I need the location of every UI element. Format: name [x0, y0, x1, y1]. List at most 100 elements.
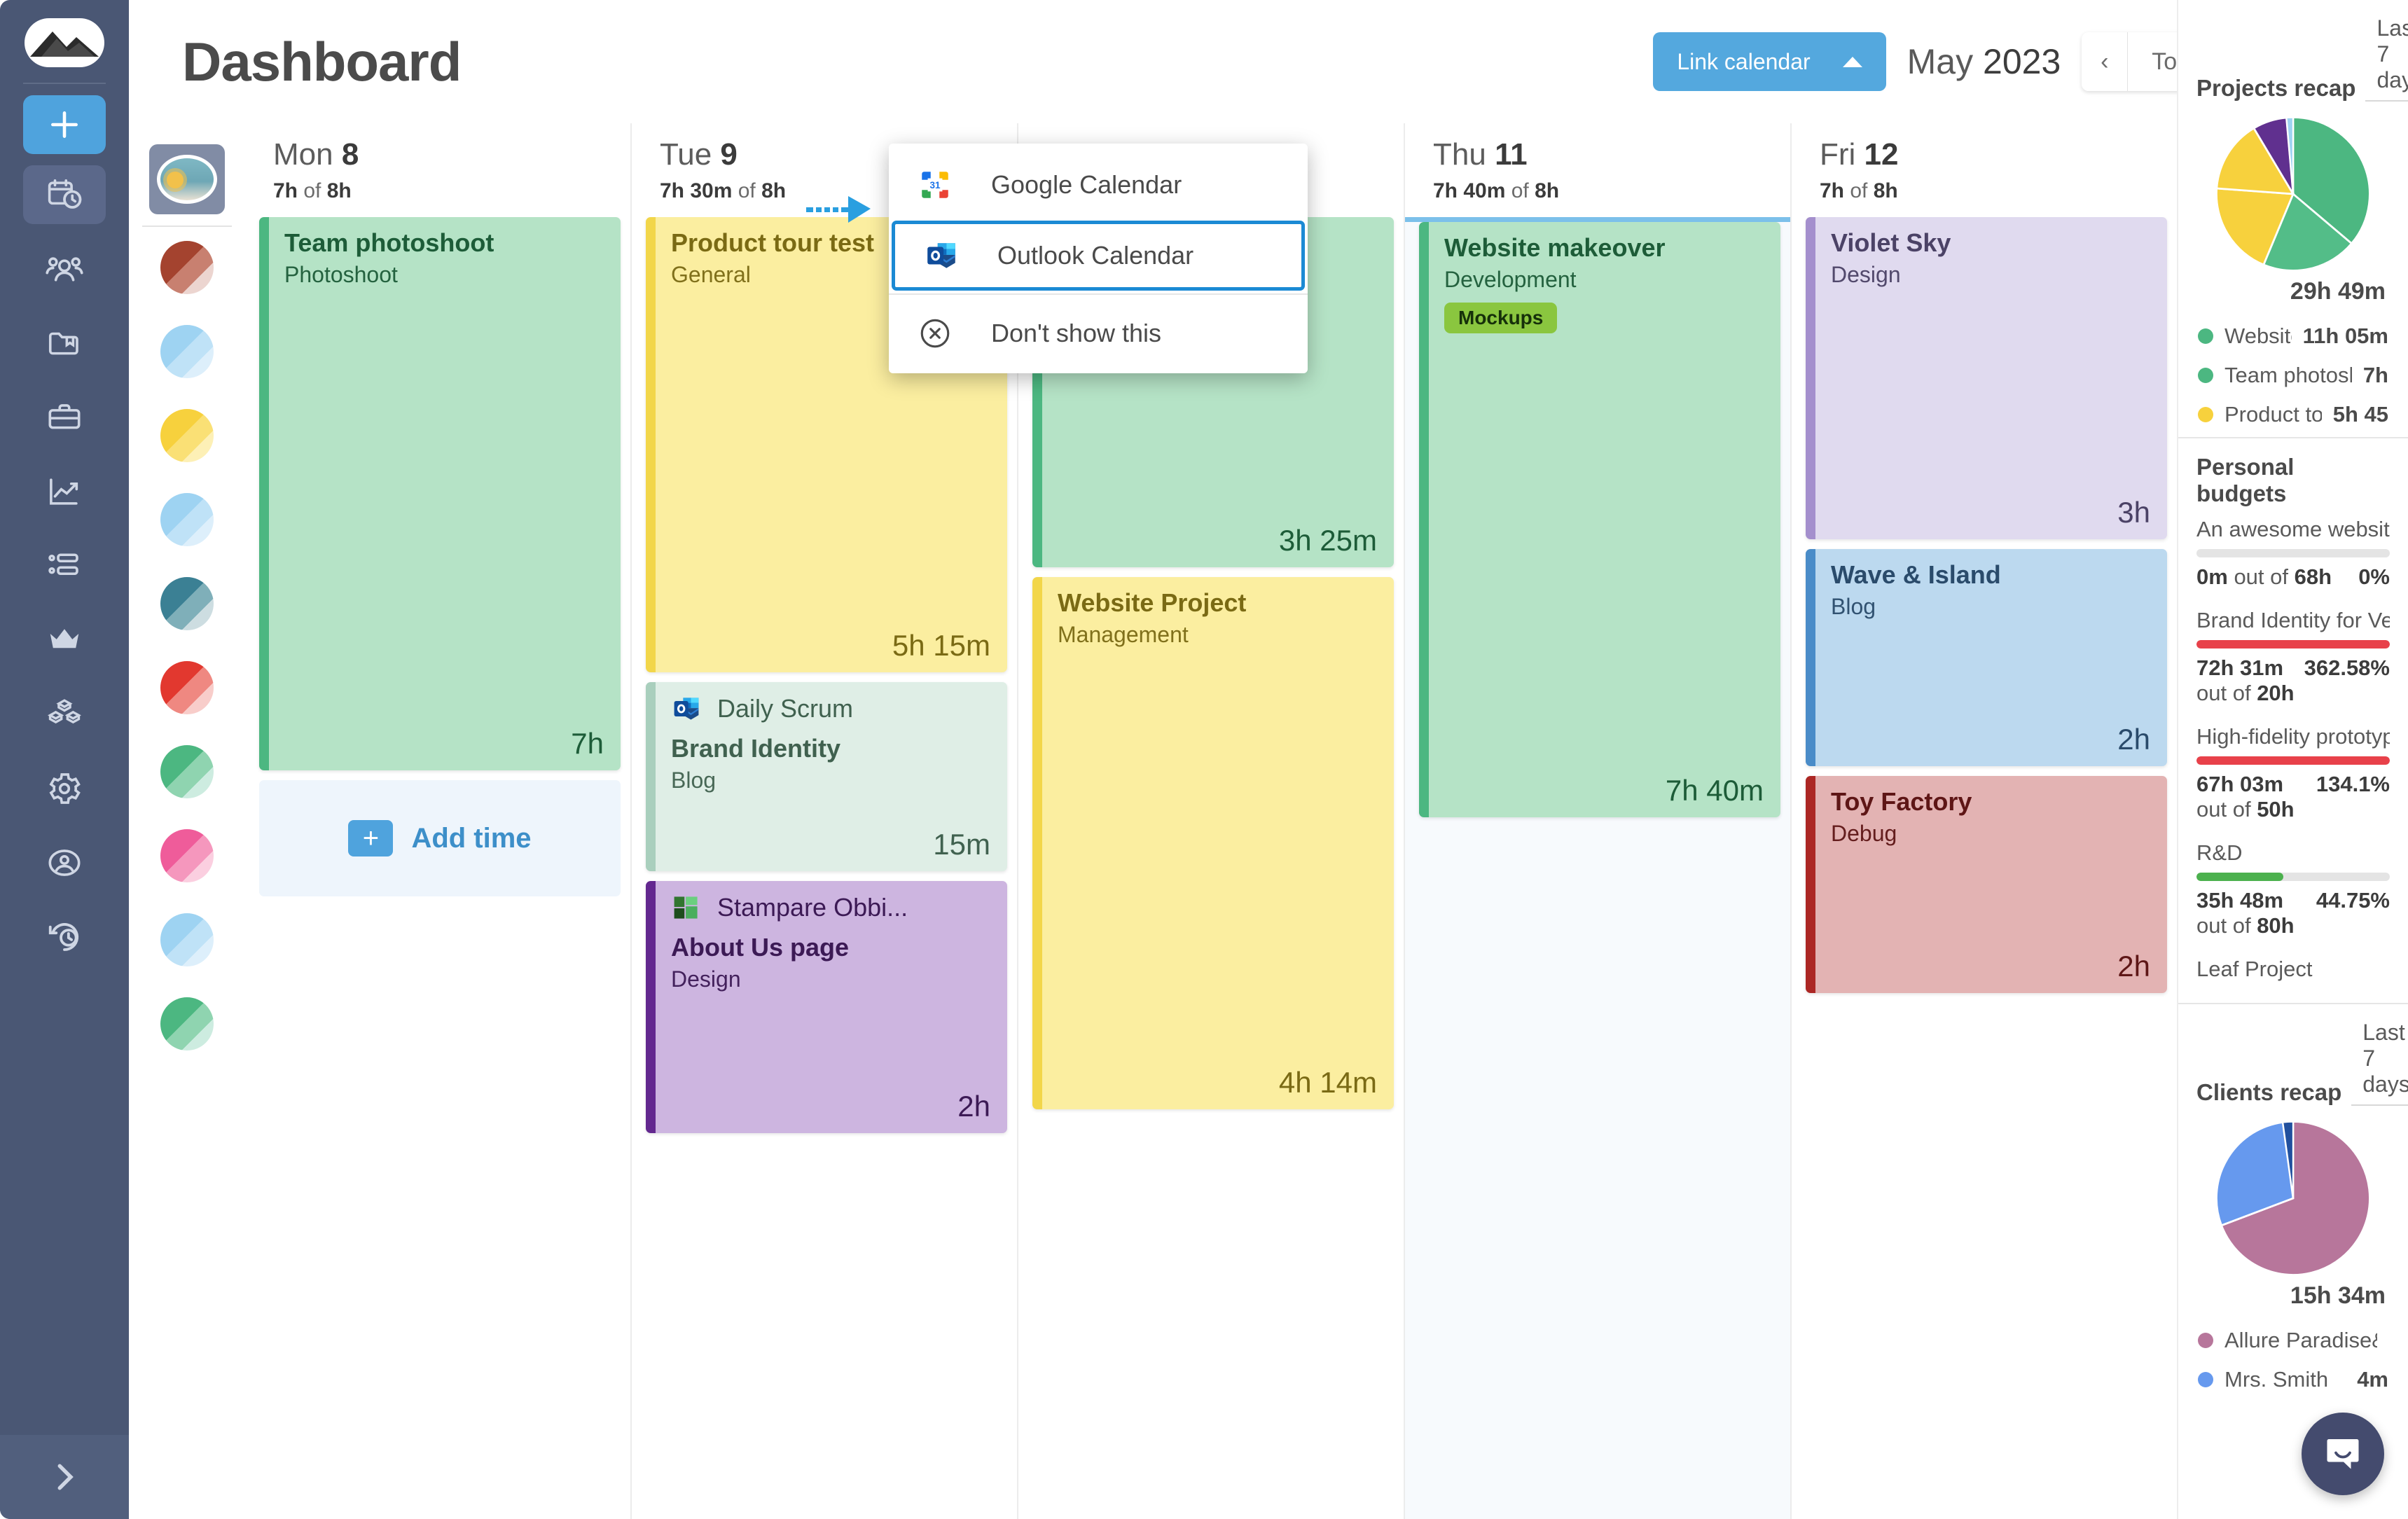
budget-usage: 67h 03m out of 50h [2196, 772, 2316, 822]
avatar-dot[interactable] [160, 493, 214, 546]
avatar-dot[interactable] [160, 745, 214, 798]
budget-row-list: An awesome website 0m out of 68h 0% Brand I… [2196, 517, 2390, 982]
event-duration: 5h 15m [892, 629, 990, 662]
projects-recap-total: 29h 49m [2290, 278, 2386, 305]
legend-label: Product tour test [2224, 402, 2322, 426]
avatar-dot[interactable] [160, 241, 214, 294]
dropdown-item-don-t-show-this[interactable]: Don't show this [889, 298, 1308, 369]
avatar-dot[interactable] [160, 913, 214, 966]
avatar-dot[interactable] [160, 661, 214, 714]
budget-row[interactable]: High-fidelity prototype 67h 03m out of 50… [2196, 724, 2390, 822]
sidebar-item-settings[interactable] [23, 759, 106, 818]
day-weekday: Fri [1820, 137, 1856, 172]
avatar-dot[interactable] [160, 325, 214, 378]
avatar-dot[interactable] [160, 829, 214, 882]
day-date: 8 [341, 137, 359, 172]
day-tracked: 7h [273, 179, 298, 202]
clients-recap-header: Clients recap Last 7 days [2196, 1004, 2408, 1106]
avatar[interactable] [149, 144, 225, 214]
budget-used: 0m [2196, 564, 2228, 589]
day-of-label: of [303, 179, 321, 202]
projects-recap-range-select[interactable]: Last 7 days [2365, 15, 2408, 102]
sidebar-item-integrations[interactable] [23, 685, 106, 744]
event-card[interactable]: Team photoshoot Photoshoot 7h [259, 217, 621, 770]
day-column-thu-11: Thu 11 7h 40m of 8h Website makeover Develo… [1405, 123, 1792, 1519]
day-weekday: Tue [660, 137, 712, 172]
day-hours: 7h 30m of 8h [660, 179, 1017, 203]
sidebar-item-upgrade[interactable] [23, 611, 106, 670]
avatar-image [157, 155, 217, 204]
budget-name: High-fidelity prototype [2196, 724, 2390, 749]
event-card[interactable]: Website Project Management 4h 14m [1032, 577, 1394, 1109]
avatar-column [129, 123, 245, 1519]
projects-recap-title: Projects recap [2196, 75, 2356, 101]
event-card[interactable]: Daily Scrum Brand Identity Blog 15m [646, 682, 1007, 871]
legend-value: 5h 45 [2332, 402, 2388, 426]
sidebar-item-history[interactable] [23, 908, 106, 966]
main-area: Dashboard Link calendar May 2023 ‹ Today… [129, 0, 2408, 1519]
top-toolbar: Dashboard Link calendar May 2023 ‹ Today… [129, 0, 2408, 123]
event-card[interactable]: Website makeover Development Mockups 7h 40m [1419, 222, 1780, 817]
day-column-mon-8: Mon 8 7h of 8h Team photoshoot Photoshoot 7h… [245, 123, 632, 1519]
sidebar-item-clients[interactable] [23, 388, 106, 447]
add-time-button[interactable]: + Add time [259, 780, 621, 896]
budget-usage: 0m out of 68h [2196, 564, 2332, 590]
event-card[interactable]: Stampare Obbi... About Us page Design 2h [646, 881, 1007, 1133]
budget-row[interactable]: An awesome website 0m out of 68h 0% [2196, 517, 2390, 590]
event-title: Website makeover [1444, 233, 1666, 262]
prev-week-button[interactable]: ‹ [2082, 32, 2129, 91]
add-time-label: Add time [411, 822, 532, 854]
sidebar-collapse-button[interactable] [0, 1435, 129, 1519]
projects-legend-row: Website makeover 11h 05m [2196, 317, 2390, 356]
sidebar-item-account[interactable] [23, 833, 106, 892]
projects-legend-row: Team photoshoot 7h [2196, 356, 2390, 395]
sidebar-item-timesheet[interactable] [23, 165, 106, 224]
avatar-dot[interactable] [160, 997, 214, 1050]
sidebar-item-team[interactable] [23, 240, 106, 298]
brand-logo[interactable] [25, 18, 104, 67]
day-body-thu-11: Website makeover Development Mockups 7h 40m [1405, 217, 1790, 1519]
event-card[interactable]: Wave & Island Blog 2h [1806, 549, 2167, 766]
clients-legend-row: Allure Paradise&Co [2196, 1321, 2390, 1360]
day-date: 9 [720, 137, 738, 172]
sidebar-item-projects[interactable] [23, 314, 106, 373]
day-label: Fri 12 [1820, 137, 2177, 172]
event-duration: 4h 14m [1278, 1066, 1377, 1099]
month-year-label: May 2023 [1907, 41, 2061, 82]
budget-total: 80h [2257, 913, 2295, 938]
event-card[interactable]: Violet Sky Design 3h [1806, 217, 2167, 539]
day-target: 8h [1873, 179, 1898, 202]
link-calendar-button[interactable]: Link calendar [1653, 32, 1886, 91]
sidebar-item-reports[interactable] [23, 462, 106, 521]
legend-swatch [2198, 1372, 2213, 1387]
day-tracked: 7h 40m [1433, 179, 1506, 202]
budget-row[interactable]: Brand Identity for Veggie Burge 72h 31m o… [2196, 608, 2390, 706]
dropdown-item-label: Don't show this [991, 319, 1161, 347]
budget-outof-label: out of [2234, 564, 2288, 589]
legend-label: Website makeover [2224, 324, 2292, 348]
day-date: 11 [1495, 137, 1528, 172]
avatar-dot[interactable] [160, 409, 214, 462]
chat-support-button[interactable] [2302, 1413, 2384, 1495]
budget-row[interactable]: Leaf Project [2196, 957, 2390, 982]
event-duration: 7h [571, 727, 604, 760]
sidebar-item-add[interactable] [23, 95, 106, 154]
dropdown-item-google-calendar[interactable]: 31 Google Calendar [889, 149, 1308, 221]
link-calendar-label: Link calendar [1677, 48, 1811, 74]
dropdown-item-outlook-calendar[interactable]: Outlook Calendar [892, 221, 1305, 291]
budget-progress-fill [2196, 873, 2283, 881]
legend-swatch [2198, 407, 2213, 422]
budget-progress-fill [2196, 640, 2390, 648]
day-weekday: Thu [1433, 137, 1486, 172]
dropdown-divider [889, 293, 1308, 295]
legend-label: Mrs. Smith [2224, 1367, 2329, 1392]
event-card[interactable]: Toy Factory Debug 2h [1806, 776, 2167, 993]
clients-recap-range-select[interactable]: Last 7 days [2351, 1020, 2408, 1106]
sidebar-item-planning[interactable] [23, 536, 106, 595]
day-body-mon-8: Team photoshoot Photoshoot 7h + Add time [245, 217, 630, 1519]
budget-percent: 44.75% [2316, 888, 2390, 913]
day-of-label: of [1850, 179, 1868, 202]
event-subtitle: Design [671, 966, 741, 992]
avatar-dot[interactable] [160, 577, 214, 630]
budget-row[interactable]: R&D 35h 48m out of 80h 44.75% [2196, 840, 2390, 938]
